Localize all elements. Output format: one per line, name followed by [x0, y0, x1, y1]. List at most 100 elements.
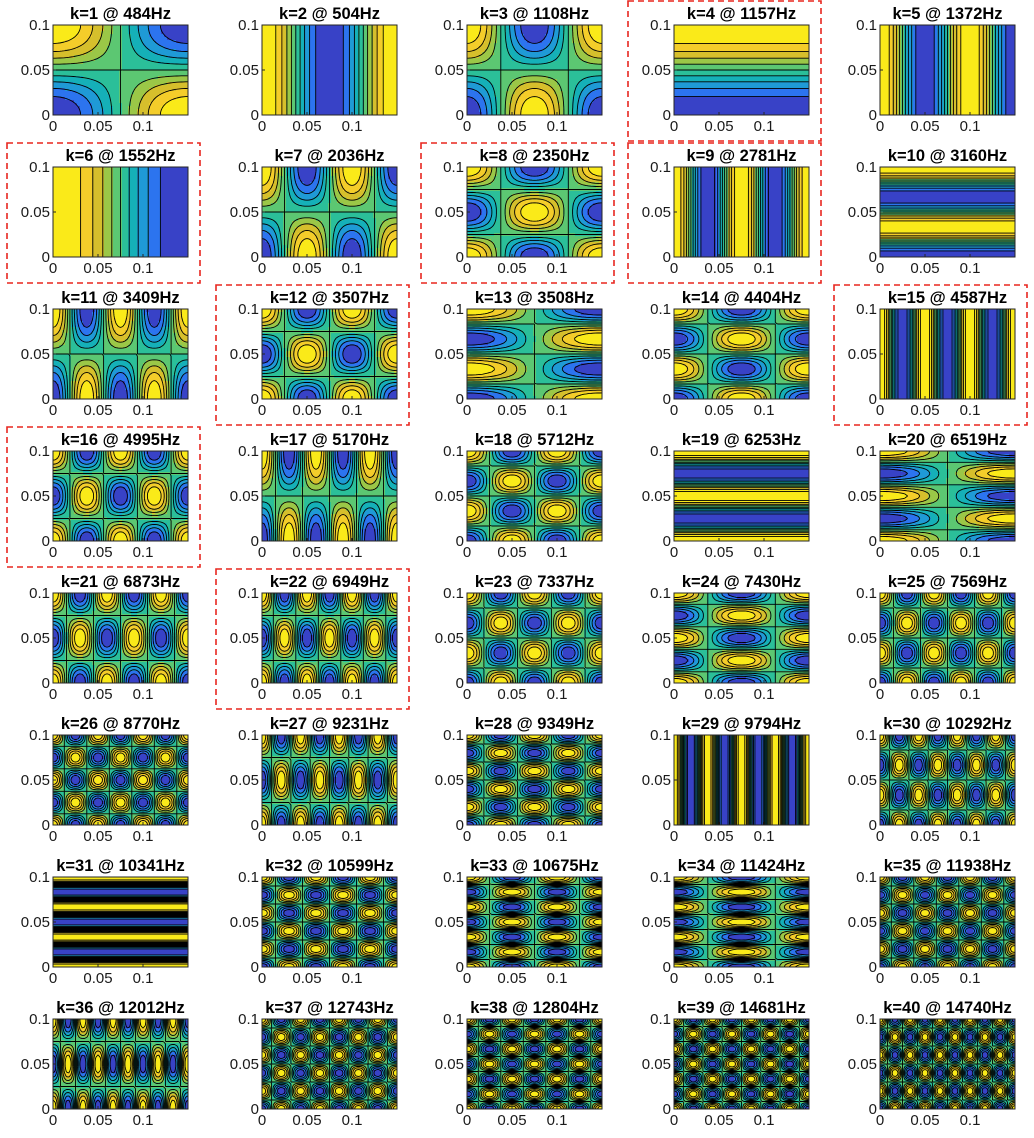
y-tick-label: 0.05: [230, 772, 259, 789]
x-tick-label: 0.1: [960, 118, 981, 135]
mode-title: k=17 @ 5170Hz: [270, 431, 389, 449]
mode-panel-k19: 0 0.05 0.100.050.1k=19 @ 6253Hz: [642, 431, 810, 561]
mode-title: k=16 @ 4995Hz: [61, 431, 180, 449]
mode-title: k=12 @ 3507Hz: [270, 289, 389, 307]
y-tick-label: 0.05: [435, 630, 464, 647]
y-tick-label: 0: [869, 1101, 877, 1118]
y-tick-label: 0.05: [848, 346, 877, 363]
y-tick-label: 0.05: [642, 204, 671, 221]
y-tick-label: 0: [456, 533, 464, 550]
mode-panel-k32: 0 0.05 0.100.050.1k=32 @ 10599Hz: [230, 857, 398, 987]
mode-title: k=26 @ 8770Hz: [61, 715, 180, 733]
y-tick-label: 0: [663, 675, 671, 692]
y-tick-label: 0.1: [650, 585, 671, 602]
y-tick-label: 0.1: [29, 727, 50, 744]
x-tick-label: 0.05: [704, 686, 733, 703]
y-tick-label: 0.05: [848, 772, 877, 789]
x-tick-label: 0.05: [704, 970, 733, 987]
x-tick-label: 0.05: [704, 118, 733, 135]
x-tick-label: 0.1: [133, 828, 154, 845]
y-tick-label: 0: [869, 675, 877, 692]
y-tick-label: 0: [42, 107, 50, 124]
mode-title: k=2 @ 504Hz: [279, 5, 380, 23]
x-tick-label: 0.1: [547, 970, 568, 987]
y-tick-label: 0.05: [435, 346, 464, 363]
mode-panel-k14: 0 0.05 0.100.050.1k=14 @ 4404Hz: [642, 289, 810, 419]
x-tick-label: 0: [670, 544, 678, 561]
x-tick-label: 0: [49, 402, 57, 419]
mode-title: k=30 @ 10292Hz: [883, 715, 1011, 733]
y-tick-label: 0.05: [21, 346, 50, 363]
x-tick-label: 0.1: [133, 260, 154, 277]
y-tick-label: 0: [251, 1101, 259, 1118]
x-tick-label: 0.1: [754, 970, 775, 987]
mode-title: k=5 @ 1372Hz: [892, 5, 1002, 23]
y-tick-label: 0: [456, 107, 464, 124]
mode-panel-k5: 0 0.05 0.100.050.1k=5 @ 1372Hz: [848, 5, 1016, 135]
y-tick-label: 0.1: [650, 301, 671, 318]
mode-panel-k24: 0 0.05 0.100.050.1k=24 @ 7430Hz: [642, 573, 810, 703]
y-tick-label: 0.1: [29, 159, 50, 176]
x-tick-label: 0: [876, 544, 884, 561]
x-tick-label: 0.05: [910, 544, 939, 561]
y-tick-label: 0.1: [29, 1011, 50, 1028]
y-tick-label: 0: [869, 959, 877, 976]
mode-field: [674, 167, 810, 258]
y-tick-label: 0.05: [21, 204, 50, 221]
y-tick-label: 0.05: [230, 204, 259, 221]
y-tick-label: 0.05: [435, 488, 464, 505]
mode-panel-k20: 0 0.05 0.100.050.1k=20 @ 6519Hz: [848, 431, 1016, 561]
mode-title: k=39 @ 14681Hz: [677, 999, 805, 1017]
mode-panel-k23: 0 0.05 0.100.050.1k=23 @ 7337Hz: [435, 573, 603, 703]
y-tick-label: 0: [42, 533, 50, 550]
y-tick-label: 0: [456, 1101, 464, 1118]
y-tick-label: 0: [42, 675, 50, 692]
x-tick-label: 0.05: [83, 260, 112, 277]
x-tick-label: 0.1: [133, 118, 154, 135]
mode-title: k=40 @ 14740Hz: [883, 999, 1011, 1017]
y-tick-label: 0.05: [21, 772, 50, 789]
y-tick-label: 0.1: [443, 443, 464, 460]
y-tick-label: 0.05: [848, 1056, 877, 1073]
mode-panel-k36: 0 0.05 0.100.050.1k=36 @ 12012Hz: [21, 999, 189, 1129]
mode-panel-k31: 0 0.05 0.100.050.1k=31 @ 10341Hz: [21, 857, 189, 987]
mode-title: k=35 @ 11938Hz: [884, 857, 1012, 875]
y-tick-label: 0.1: [238, 869, 259, 886]
y-tick-label: 0.05: [848, 204, 877, 221]
mode-title: k=28 @ 9349Hz: [475, 715, 594, 733]
mode-panel-k10: 0 0.05 0.100.050.1k=10 @ 3160Hz: [848, 147, 1016, 277]
y-tick-label: 0.1: [238, 159, 259, 176]
y-tick-label: 0.05: [230, 62, 259, 79]
y-tick-label: 0: [456, 249, 464, 266]
mode-panel-k18: 0 0.05 0.100.050.1k=18 @ 5712Hz: [435, 431, 603, 561]
x-tick-label: 0.1: [342, 970, 363, 987]
y-tick-label: 0: [251, 533, 259, 550]
x-tick-label: 0.1: [342, 402, 363, 419]
x-tick-label: 0.1: [133, 970, 154, 987]
x-tick-label: 0.1: [342, 828, 363, 845]
x-tick-label: 0.05: [910, 118, 939, 135]
mode-panel-k22: 0 0.05 0.100.050.1k=22 @ 6949Hz: [216, 569, 409, 709]
y-tick-label: 0.05: [642, 488, 671, 505]
mode-panel-k3: 0 0.05 0.100.050.1k=3 @ 1108Hz: [435, 5, 603, 135]
y-tick-label: 0: [663, 107, 671, 124]
y-tick-label: 0.05: [21, 630, 50, 647]
x-tick-label: 0.1: [754, 1112, 775, 1129]
mode-title: k=19 @ 6253Hz: [682, 431, 801, 449]
contour-lines: [53, 25, 188, 115]
x-tick-label: 0.1: [547, 828, 568, 845]
x-tick-label: 0.05: [83, 402, 112, 419]
x-tick-label: 0.05: [910, 260, 939, 277]
y-tick-label: 0.05: [230, 488, 259, 505]
y-tick-label: 0: [251, 249, 259, 266]
mode-title: k=10 @ 3160Hz: [888, 147, 1007, 165]
y-tick-label: 0.05: [642, 1056, 671, 1073]
x-tick-label: 0: [876, 1112, 884, 1129]
mode-panel-k29: 0 0.05 0.100.050.1k=29 @ 9794Hz: [642, 715, 810, 845]
x-tick-label: 0.1: [960, 402, 981, 419]
mode-title: k=3 @ 1108Hz: [480, 5, 589, 23]
mode-panel-k40: 0 0.05 0.100.050.1k=40 @ 14740Hz: [848, 999, 1016, 1129]
y-tick-label: 0.05: [435, 914, 464, 931]
mode-title: k=7 @ 2036Hz: [274, 147, 384, 165]
x-tick-label: 0: [670, 1112, 678, 1129]
